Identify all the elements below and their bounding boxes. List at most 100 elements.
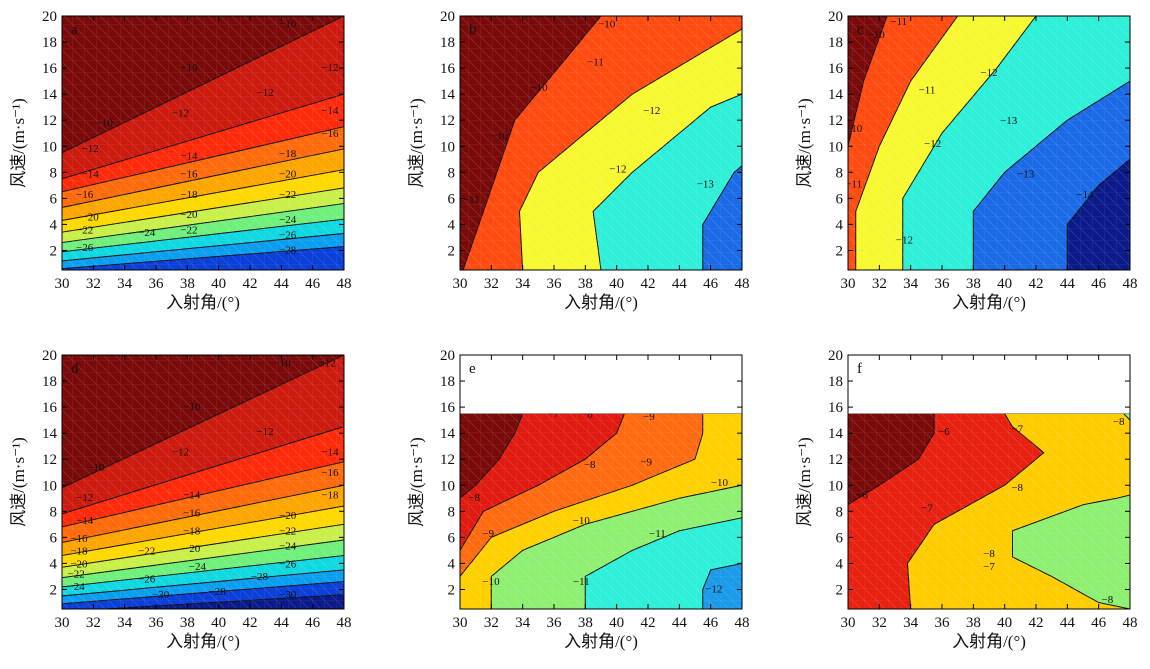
x-tick-label: 40 [997, 615, 1012, 631]
panel-letter: d [71, 361, 79, 377]
contour-label: −18 [70, 546, 88, 558]
y-tick-label: 16 [828, 400, 844, 416]
contour-label: −11 [649, 528, 666, 540]
contour-label: −14 [180, 151, 198, 163]
x-tick-label: 46 [305, 615, 321, 631]
x-tick-label: 38 [578, 276, 593, 292]
contour-label: −10 [87, 462, 105, 474]
contour-label: −9 [482, 528, 494, 540]
contour-label: −24 [138, 227, 156, 239]
contour-label: −10 [482, 576, 500, 588]
contour-label: −7 [547, 408, 559, 420]
contour-label: −26 [279, 229, 297, 241]
contour-label: −12 [643, 105, 660, 117]
mesh-overlay [62, 16, 344, 270]
x-tick-label: 36 [149, 615, 165, 631]
contour-label: −26 [138, 574, 156, 586]
y-tick-label: 14 [440, 87, 456, 103]
x-tick-label: 42 [641, 615, 656, 631]
y-tick-label: 2 [836, 243, 844, 259]
contour-label: −16 [180, 169, 198, 181]
x-tick-label: 42 [243, 615, 258, 631]
y-tick-label: 20 [42, 348, 57, 364]
x-tick-label: 48 [735, 276, 750, 292]
x-tick-label: 44 [1060, 615, 1076, 631]
y-tick-label: 14 [828, 426, 844, 442]
x-axis-label: 入射角/(°) [952, 293, 1026, 312]
contour-fill: −10 −10 −11 −11 −11 −12 −12 −12 −13 −13 −14 [848, 16, 1130, 270]
contour-label: −7 [983, 561, 995, 573]
contour-label: −18 [321, 490, 339, 502]
contour-label: −11 [587, 57, 604, 69]
x-tick-label: 46 [703, 615, 719, 631]
contour-label: −13 [1017, 169, 1035, 181]
x-tick-label: 40 [609, 615, 624, 631]
x-tick-label: 40 [211, 276, 226, 292]
contour-label: −12 [321, 62, 338, 74]
x-tick-label: 42 [243, 276, 258, 292]
x-tick-label: 30 [453, 276, 468, 292]
contour-label: −16 [76, 189, 94, 201]
y-tick-label: 12 [828, 452, 843, 468]
y-axis-label: 风速/(m·s⁻¹) [407, 437, 426, 527]
contour-label: −10 [711, 477, 729, 489]
x-tick-label: 34 [903, 276, 919, 292]
contour-fill: −7 −8 −8 −8 −9 −9 −9 −10 −10 −10 −11 −11 −12 [460, 408, 742, 609]
contour-label: −10 [868, 29, 886, 41]
mesh-overlay [848, 16, 1130, 270]
axes-frame [847, 15, 1131, 271]
x-tick-label: 36 [547, 615, 563, 631]
contour-label: −16 [321, 467, 339, 479]
x-tick-label: 40 [997, 276, 1012, 292]
panel-letter: c [857, 22, 864, 38]
y-tick-label: 2 [836, 582, 844, 598]
contour-label: −10 [180, 62, 198, 74]
contour-label: −8 [1011, 482, 1023, 494]
contour-label: −10 [530, 82, 548, 94]
contour-label: −24 [279, 214, 297, 226]
x-tick-label: 48 [735, 615, 750, 631]
contour-label: −26 [76, 242, 94, 254]
mesh-overlay [460, 413, 742, 609]
x-tick-label: 38 [180, 276, 195, 292]
y-tick-label: 12 [440, 452, 455, 468]
y-tick-label: 16 [42, 400, 58, 416]
contour-label: −24 [279, 541, 297, 553]
contour-label: −20 [70, 558, 88, 570]
y-tick-label: 8 [50, 165, 58, 181]
x-tick-label: 44 [1060, 276, 1076, 292]
y-tick-label: 10 [42, 478, 57, 494]
x-tick-label: 38 [966, 276, 981, 292]
axes-frame [61, 15, 345, 271]
x-tick-label: 48 [337, 615, 352, 631]
x-tick-label: 46 [1091, 615, 1107, 631]
x-tick-label: 36 [547, 276, 563, 292]
contour-label: −12 [256, 426, 273, 438]
contour-label: −10 [96, 118, 114, 130]
contour-label: −22 [180, 224, 197, 236]
panel-letter: e [469, 361, 476, 377]
contour-fill: −6−6−7−7−7−8−8−8−8 [848, 413, 1130, 609]
contour-label: −24 [67, 581, 85, 593]
x-tick-label: 44 [672, 276, 688, 292]
y-tick-label: 6 [448, 191, 456, 207]
contour-label: −12 [82, 143, 99, 155]
x-tick-label: 44 [274, 276, 290, 292]
y-tick-label: 2 [448, 243, 456, 259]
contour-label: −22 [279, 189, 296, 201]
y-tick-label: 20 [828, 9, 843, 25]
y-tick-label: 20 [440, 9, 455, 25]
contour-label: −9 [643, 411, 655, 423]
x-axis-label: 入射角/(°) [564, 293, 638, 312]
contour-label: −22 [67, 568, 84, 580]
contour-label: −8 [584, 459, 596, 471]
contour-label: −12 [705, 584, 722, 596]
x-tick-label: 46 [1091, 276, 1107, 292]
x-tick-label: 32 [484, 615, 499, 631]
x-axis-label: 入射角/(°) [166, 632, 240, 651]
contour-label: −18 [279, 148, 297, 160]
contour-label: −20 [180, 209, 198, 221]
x-tick-label: 30 [55, 276, 70, 292]
contour-label: −30 [152, 589, 170, 601]
